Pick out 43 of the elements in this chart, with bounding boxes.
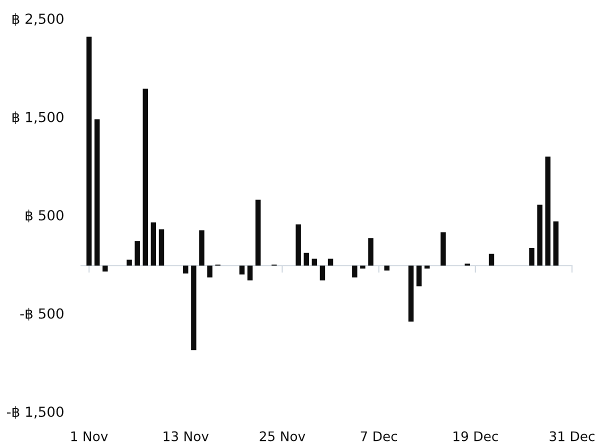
bar <box>247 266 253 280</box>
x-tick-label: 7 Dec <box>360 431 398 442</box>
bar <box>255 200 261 266</box>
bar <box>545 156 550 266</box>
bar <box>416 266 422 286</box>
bar <box>94 119 100 266</box>
bar <box>199 230 204 266</box>
y-tick-label: ฿ 1,500 <box>12 111 64 124</box>
bar <box>328 258 334 266</box>
bar <box>424 266 430 269</box>
bar <box>126 260 132 266</box>
x-tick-label: 19 Dec <box>454 431 498 442</box>
bar <box>191 266 196 350</box>
y-tick-label: -฿ 500 <box>20 308 64 320</box>
bar <box>320 266 326 280</box>
bar <box>239 266 245 274</box>
bar <box>150 222 156 266</box>
bar <box>134 241 140 266</box>
bar <box>158 229 164 266</box>
bar <box>368 238 374 266</box>
y-tick-label: ฿ 2,500 <box>12 13 64 26</box>
bar <box>102 266 108 272</box>
bar <box>488 254 494 266</box>
bar <box>360 266 366 269</box>
bar <box>529 248 534 266</box>
bar <box>352 266 358 278</box>
bar <box>142 88 148 266</box>
bar <box>207 266 212 278</box>
y-tick-label: ฿ 500 <box>26 210 64 222</box>
bar <box>537 204 542 266</box>
bar <box>440 232 446 266</box>
bar <box>384 266 390 271</box>
bar <box>296 224 301 266</box>
bar <box>408 266 414 322</box>
x-tick-label: 31 Dec <box>550 431 594 442</box>
bar <box>304 252 309 266</box>
bar <box>312 258 318 266</box>
x-tick-label: 13 Nov <box>164 431 209 442</box>
x-tick-label: 1 Nov <box>71 431 108 442</box>
x-tick-label: 25 Nov <box>260 431 306 442</box>
bar <box>86 36 92 266</box>
bar <box>553 221 559 266</box>
y-tick-label: -฿ 1,500 <box>6 406 64 419</box>
